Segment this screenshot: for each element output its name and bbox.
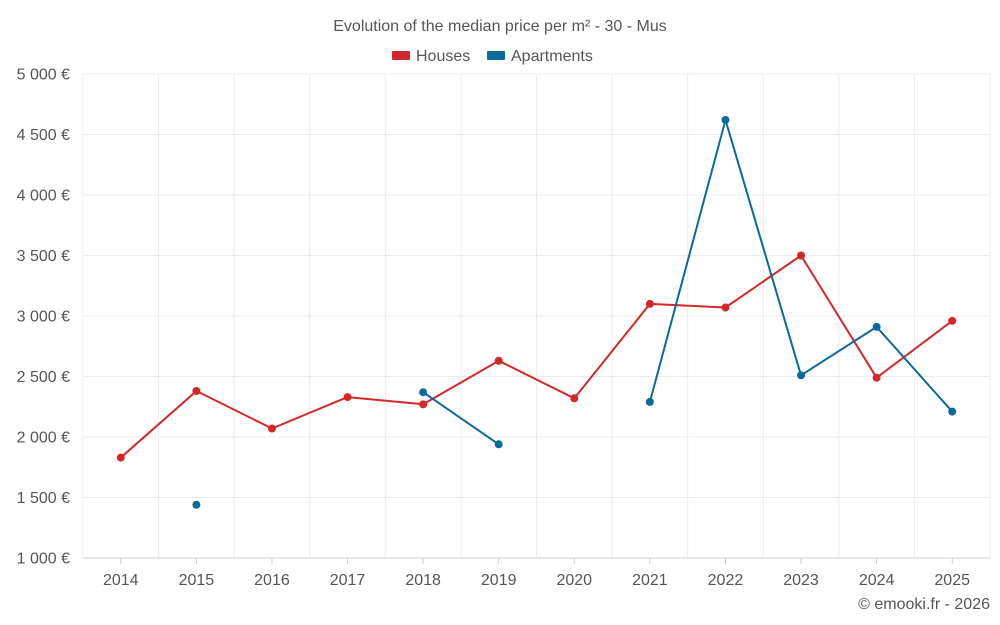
axes: 1 000 € 1 500 € 2 000 € 2 500 € 3 000 € 3 500…	[17, 67, 990, 589]
series-line-houses	[120, 254, 953, 459]
data-point-apartments[interactable]	[721, 115, 730, 124]
x-tick-label: 2016	[254, 572, 290, 589]
data-point-houses[interactable]	[721, 303, 730, 312]
y-tick-label: 4 000 €	[17, 188, 70, 205]
data-point-houses[interactable]	[267, 424, 276, 433]
series-line-apartments	[648, 119, 953, 413]
data-point-houses[interactable]	[192, 387, 201, 396]
data-point-houses[interactable]	[570, 394, 579, 403]
data-point-houses[interactable]	[797, 251, 806, 260]
data-point-houses[interactable]	[343, 393, 352, 402]
series-apartments	[192, 115, 957, 509]
data-point-houses[interactable]	[645, 299, 654, 308]
data-point-houses[interactable]	[872, 373, 881, 382]
legend-label-houses: Houses	[416, 48, 470, 65]
y-tick-label: 3 500 €	[17, 248, 70, 265]
series-line-apartments	[422, 391, 500, 446]
data-point-apartments[interactable]	[494, 440, 503, 449]
data-point-houses[interactable]	[419, 400, 428, 409]
data-point-apartments[interactable]	[645, 397, 654, 406]
data-point-houses[interactable]	[494, 356, 503, 365]
data-point-houses[interactable]	[116, 453, 125, 462]
x-tick-label: 2024	[859, 572, 895, 589]
grid	[82, 73, 991, 558]
x-tick-label: 2017	[330, 572, 366, 589]
y-tick-label: 1 500 €	[17, 490, 70, 507]
data-point-apartments[interactable]	[419, 388, 428, 397]
data-point-apartments[interactable]	[192, 500, 201, 509]
x-tick-label: 2025	[934, 572, 970, 589]
data-point-apartments[interactable]	[948, 407, 957, 416]
data-point-apartments[interactable]	[872, 322, 881, 331]
x-tick-label: 2023	[783, 572, 819, 589]
data-point-houses[interactable]	[948, 316, 957, 325]
x-tick-label: 2020	[556, 572, 592, 589]
x-tick-label: 2021	[632, 572, 668, 589]
legend-item-apartments[interactable]: Apartments	[487, 48, 593, 65]
y-tick-label: 4 500 €	[17, 127, 70, 144]
x-tick-label: 2015	[179, 572, 215, 589]
legend-label-apartments: Apartments	[511, 48, 593, 65]
y-tick-label: 5 000 €	[17, 67, 70, 84]
x-tick-label: 2018	[405, 572, 441, 589]
x-tick-label: 2022	[708, 572, 744, 589]
y-tick-label: 2 000 €	[17, 430, 70, 447]
credit-text: © emooki.fr - 2026	[858, 596, 990, 613]
series-layer	[116, 115, 957, 509]
legend-item-houses[interactable]: Houses	[392, 48, 470, 65]
series-houses	[116, 251, 957, 462]
x-tick-label: 2019	[481, 572, 517, 589]
y-tick-label: 1 000 €	[17, 551, 70, 568]
x-tick-label: 2014	[103, 572, 139, 589]
y-tick-label: 2 500 €	[17, 369, 70, 386]
data-point-apartments[interactable]	[797, 371, 806, 380]
legend-swatch-houses	[392, 51, 410, 60]
chart-title: Evolution of the median price per m² - 3…	[333, 18, 666, 35]
legend: Houses Apartments	[392, 48, 593, 65]
y-tick-label: 3 000 €	[17, 309, 70, 326]
legend-swatch-apartments	[487, 51, 505, 60]
